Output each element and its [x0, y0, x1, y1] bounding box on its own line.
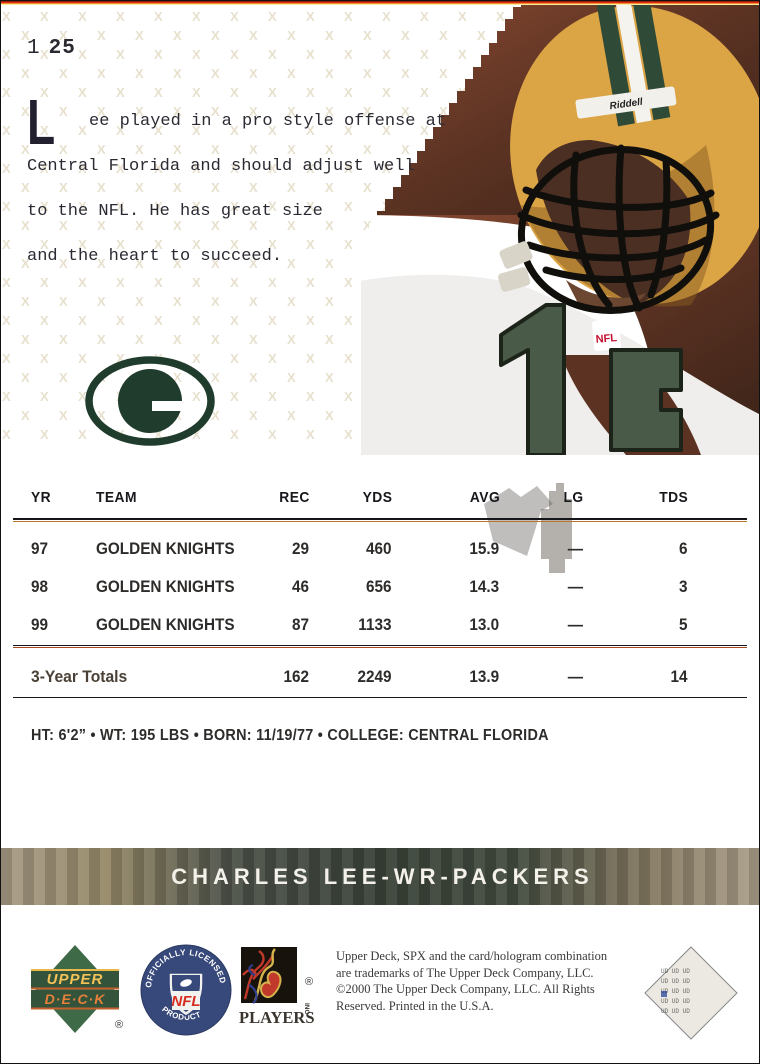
svg-text:INC: INC	[303, 1003, 310, 1015]
svg-text:UD UD UD: UD UD UD	[661, 1008, 690, 1015]
svg-text:NFL: NFL	[595, 332, 618, 346]
svg-text:NFL: NFL	[171, 993, 200, 1010]
svg-text:UPPER: UPPER	[47, 971, 104, 988]
svg-text:UD UD UD: UD UD UD	[661, 998, 690, 1005]
svg-text:UD UD UD: UD UD UD	[661, 978, 690, 985]
svg-text:®: ®	[115, 1019, 123, 1031]
svg-text:UD UD UD: UD UD UD	[661, 968, 690, 975]
svg-text:®: ®	[305, 976, 313, 988]
svg-text:D·E·C·K: D·E·C·K	[45, 991, 106, 1007]
